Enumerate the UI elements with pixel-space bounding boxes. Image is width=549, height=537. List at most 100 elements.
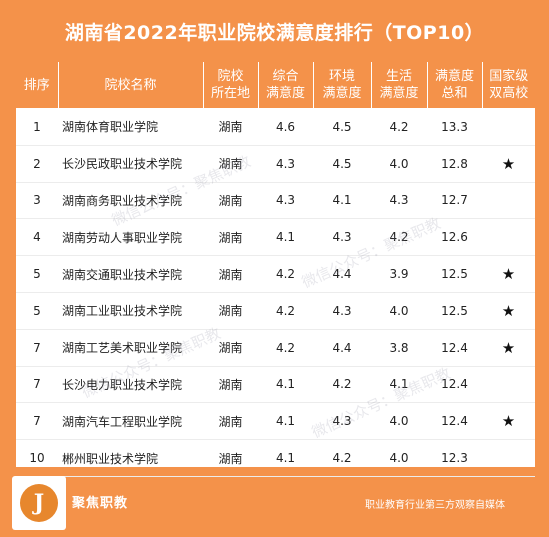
school-name-cell: 湖南劳动人事职业学院: [58, 218, 203, 257]
rank-cell: 4: [16, 218, 58, 257]
star-icon: ★: [482, 145, 535, 183]
life-cell: 4.0: [371, 292, 427, 330]
table-row: 4 湖南劳动人事职业学院 湖南 4.1 4.3 4.2 12.6: [16, 218, 535, 257]
total-cell: 12.4: [427, 366, 482, 404]
school-name-cell: 湖南汽车工程职业学院: [58, 402, 203, 441]
environment-cell: 4.3: [313, 402, 371, 441]
brand-logo-icon: J: [12, 476, 66, 530]
environment-cell: 4.4: [313, 255, 371, 293]
environment-cell: 4.5: [313, 108, 371, 146]
brand-tagline: 职业教育行业第三方观察自媒体: [365, 500, 505, 511]
location-cell: 湖南: [203, 292, 258, 330]
location-cell: 湖南: [203, 108, 258, 146]
environment-cell: 4.1: [313, 182, 371, 220]
school-name-cell: 湖南商务职业技术学院: [58, 182, 203, 220]
table-row: 10 郴州职业技术学院 湖南 4.1 4.2 4.0 12.3: [16, 439, 535, 477]
location-cell: 湖南: [203, 366, 258, 404]
star-icon: ★: [482, 329, 535, 367]
star-icon: [482, 366, 535, 404]
total-cell: 12.7: [427, 182, 482, 220]
logo-mark: J: [20, 484, 58, 522]
star-icon: [482, 108, 535, 146]
life-cell: 3.8: [371, 329, 427, 367]
footer: J 聚焦职教 职业教育行业第三方观察自媒体: [0, 470, 549, 537]
total-cell: 12.5: [427, 255, 482, 293]
table-body: 1 湖南体育职业学院 湖南 4.6 4.5 4.2 13.3 2 长沙民政职业技术学院 湖南 4.3…: [16, 108, 535, 477]
rank-cell: 5: [16, 255, 58, 293]
header-overall: 综合 满意度: [258, 62, 314, 109]
star-icon: ★: [482, 402, 535, 441]
school-name-cell: 湖南体育职业学院: [58, 108, 203, 146]
ranking-table: 排序 院校名称 院校 所在地 综合 满意度 环境 满意度 生活 满意度 满意度 总和 国家…: [16, 62, 535, 477]
total-cell: 13.3: [427, 108, 482, 146]
star-icon: [482, 439, 535, 477]
star-icon: ★: [482, 292, 535, 330]
total-cell: 12.5: [427, 292, 482, 330]
rank-cell: 2: [16, 145, 58, 183]
total-cell: 12.6: [427, 218, 482, 257]
total-cell: 12.8: [427, 145, 482, 183]
table-row: 7 长沙电力职业技术学院 湖南 4.1 4.2 4.1 12.4: [16, 366, 535, 404]
location-cell: 湖南: [203, 145, 258, 183]
school-name-cell: 湖南工业职业技术学院: [58, 292, 203, 330]
environment-cell: 4.2: [313, 366, 371, 404]
header-location: 院校 所在地: [203, 62, 259, 109]
life-cell: 4.0: [371, 145, 427, 183]
total-cell: 12.4: [427, 402, 482, 441]
overall-cell: 4.1: [258, 366, 313, 404]
overall-cell: 4.1: [258, 218, 313, 257]
ranking-card: 排序 院校名称 院校 所在地 综合 满意度 环境 满意度 生活 满意度 满意度 总和 国家…: [16, 62, 535, 477]
header-total: 满意度 总和: [427, 62, 483, 109]
school-name-cell: 郴州职业技术学院: [58, 439, 203, 477]
rank-cell: 7: [16, 402, 58, 441]
table-row: 3 湖南商务职业技术学院 湖南 4.3 4.1 4.3 12.7: [16, 182, 535, 220]
total-cell: 12.3: [427, 439, 482, 477]
star-icon: [482, 218, 535, 257]
life-cell: 4.2: [371, 108, 427, 146]
location-cell: 湖南: [203, 439, 258, 477]
header-life: 生活 满意度: [371, 62, 428, 109]
star-icon: ★: [482, 255, 535, 293]
overall-cell: 4.1: [258, 439, 313, 477]
header-school: 院校名称: [58, 62, 204, 109]
school-name-cell: 湖南工艺美术职业学院: [58, 329, 203, 367]
table-row: 7 湖南汽车工程职业学院 湖南 4.1 4.3 4.0 12.4 ★: [16, 402, 535, 441]
overall-cell: 4.1: [258, 402, 313, 441]
table-row: 7 湖南工艺美术职业学院 湖南 4.2 4.4 3.8 12.4 ★: [16, 329, 535, 367]
overall-cell: 4.2: [258, 255, 313, 293]
table-row: 1 湖南体育职业学院 湖南 4.6 4.5 4.2 13.3: [16, 108, 535, 146]
table-header-row: 排序 院校名称 院校 所在地 综合 满意度 环境 满意度 生活 满意度 满意度 总和 国家…: [16, 62, 535, 109]
table-row: 5 湖南交通职业技术学院 湖南 4.2 4.4 3.9 12.5 ★: [16, 255, 535, 293]
star-icon: [482, 182, 535, 220]
location-cell: 湖南: [203, 329, 258, 367]
rank-cell: 10: [16, 439, 58, 477]
page-title: 湖南省2022年职业院校满意度排行（TOP10）: [64, 22, 485, 44]
environment-cell: 4.3: [313, 218, 371, 257]
school-name-cell: 长沙民政职业技术学院: [58, 145, 203, 183]
environment-cell: 4.4: [313, 329, 371, 367]
table-row: 2 长沙民政职业技术学院 湖南 4.3 4.5 4.0 12.8 ★: [16, 145, 535, 183]
life-cell: 3.9: [371, 255, 427, 293]
environment-cell: 4.2: [313, 439, 371, 477]
rank-cell: 3: [16, 182, 58, 220]
table-row: 5 湖南工业职业技术学院 湖南 4.2 4.3 4.0 12.5 ★: [16, 292, 535, 330]
brand-name: 聚焦职教: [72, 496, 129, 511]
header-environment: 环境 满意度: [313, 62, 372, 109]
total-cell: 12.4: [427, 329, 482, 367]
life-cell: 4.0: [371, 439, 427, 477]
life-cell: 4.0: [371, 402, 427, 441]
school-name-cell: 长沙电力职业技术学院: [58, 366, 203, 404]
life-cell: 4.2: [371, 218, 427, 257]
rank-cell: 1: [16, 108, 58, 146]
overall-cell: 4.6: [258, 108, 313, 146]
rank-cell: 5: [16, 292, 58, 330]
overall-cell: 4.3: [258, 145, 313, 183]
overall-cell: 4.3: [258, 182, 313, 220]
overall-cell: 4.2: [258, 329, 313, 367]
header-rank: 排序: [16, 62, 59, 109]
environment-cell: 4.3: [313, 292, 371, 330]
rank-cell: 7: [16, 329, 58, 367]
rank-cell: 7: [16, 366, 58, 404]
location-cell: 湖南: [203, 182, 258, 220]
